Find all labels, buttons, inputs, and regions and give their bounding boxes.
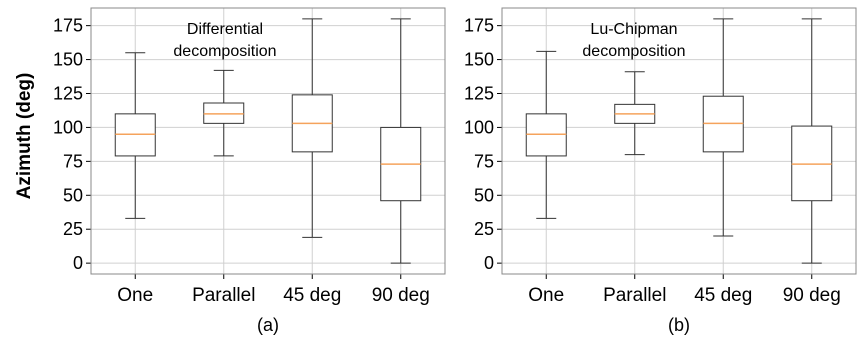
y-tick-label: 175 xyxy=(53,16,83,36)
x-category-label: 90 deg xyxy=(783,285,841,306)
y-tick-label: 100 xyxy=(464,117,494,137)
plot-frame xyxy=(90,7,446,275)
y-tick-label: 75 xyxy=(63,151,83,171)
y-tick-label: 25 xyxy=(474,219,494,239)
x-category-label: 45 deg xyxy=(283,285,341,306)
x-category-label: 90 deg xyxy=(372,285,430,306)
x-category-label: 45 deg xyxy=(694,285,752,306)
y-tick-label: 0 xyxy=(484,253,494,273)
plot-frame xyxy=(501,7,857,275)
y-tick-label: 50 xyxy=(474,185,494,205)
x-category-label: One xyxy=(117,285,153,306)
y-tick-label: 150 xyxy=(53,50,83,70)
panel-annotation: Differential xyxy=(187,21,263,38)
y-tick-label: 150 xyxy=(464,50,494,70)
y-tick-label: 175 xyxy=(464,16,494,36)
panel-annotation: Lu-Chipman xyxy=(590,21,677,38)
y-tick-label: 125 xyxy=(464,84,494,104)
panel-caption: (a) xyxy=(257,315,279,335)
y-tick-label: 100 xyxy=(53,117,83,137)
y-tick-label: 0 xyxy=(73,253,83,273)
y-tick-label: 75 xyxy=(474,151,494,171)
x-category-label: Parallel xyxy=(603,285,666,306)
y-axis-label: Azimuth (deg) xyxy=(14,73,35,200)
x-category-label: One xyxy=(528,285,564,306)
y-tick-label: 50 xyxy=(63,185,83,205)
panel-annotation: decomposition xyxy=(173,43,276,60)
y-tick-label: 25 xyxy=(63,219,83,239)
panel-caption: (b) xyxy=(668,315,690,335)
y-tick-label: 125 xyxy=(53,84,83,104)
x-category-label: Parallel xyxy=(192,285,255,306)
panel-annotation: decomposition xyxy=(582,43,685,60)
